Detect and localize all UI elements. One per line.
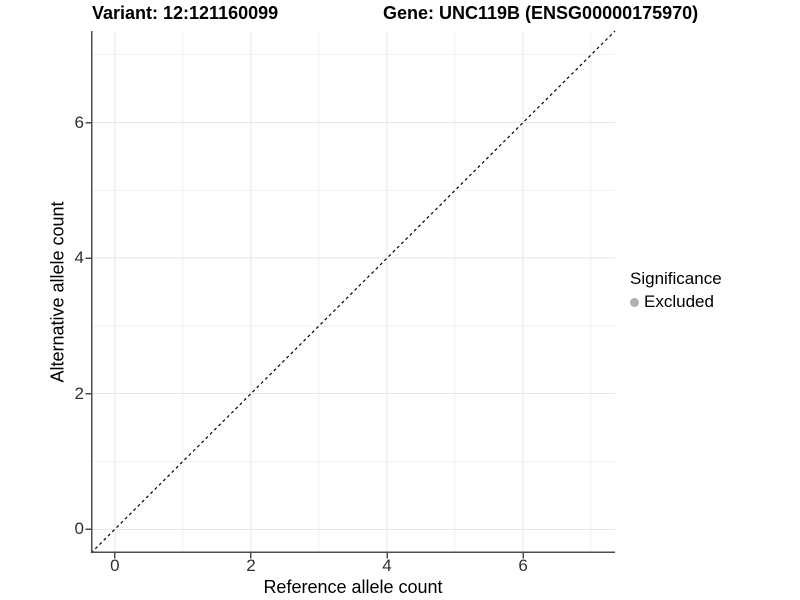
plot-title-variant: Variant: 12:121160099 [92, 3, 279, 23]
legend-title: Significance [630, 269, 722, 288]
legend: Significance Excluded [630, 269, 722, 312]
x-tick-label: 0 [110, 556, 120, 575]
identity-reference-line [90, 30, 616, 554]
legend-item-excluded: Excluded [630, 292, 722, 312]
x-axis-title: Reference allele count [263, 577, 443, 597]
y-axis-title: Alternative allele count [47, 201, 68, 383]
plot-panel [85, 30, 616, 559]
x-tick-label: 6 [518, 556, 528, 575]
legend-item-label: Excluded [644, 292, 714, 311]
x-tick-label: 2 [246, 556, 256, 575]
plot-title-gene: Gene: UNC119B (ENSG00000175970) [383, 3, 699, 23]
plot-canvas [85, 30, 616, 559]
excluded-point-icon [630, 297, 639, 307]
y-tick-label: 0 [74, 519, 84, 539]
x-tick-label: 4 [382, 556, 392, 575]
y-tick-label: 6 [74, 112, 84, 132]
y-tick-label: 2 [74, 383, 84, 403]
